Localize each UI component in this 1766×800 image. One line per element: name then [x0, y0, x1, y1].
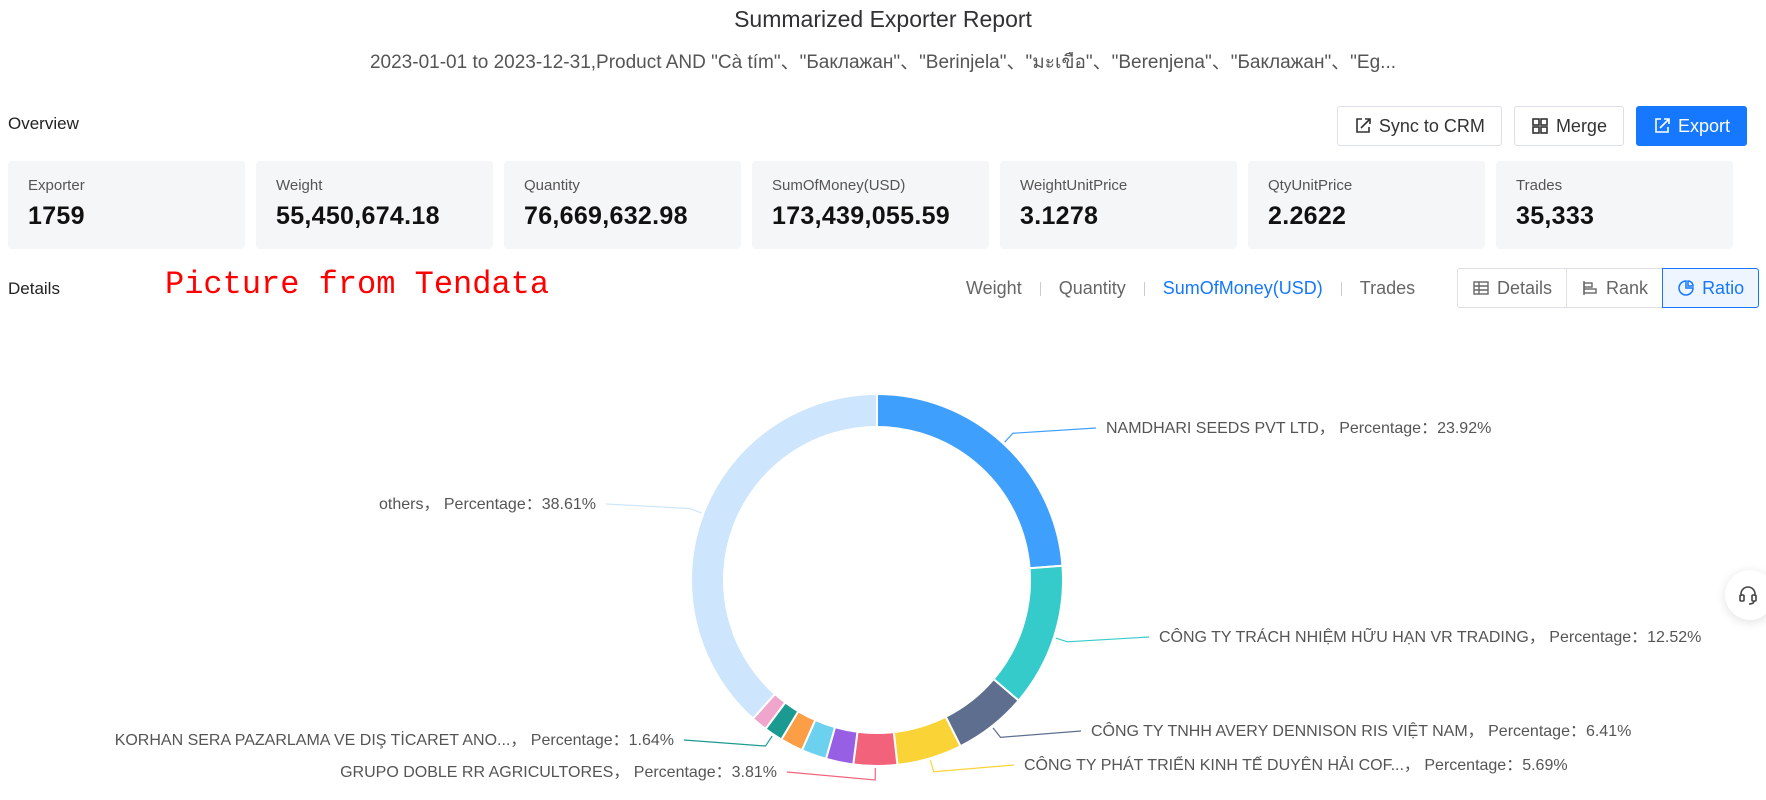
tab-sum-of-money[interactable]: SumOfMoney(USD) [1162, 278, 1323, 298]
leader-line [929, 760, 1015, 773]
slice-label: GRUPO DOBLE RR AGRICULTORES， Percentage：… [340, 764, 777, 781]
card-value: 1759 [28, 202, 85, 230]
details-label: Details [8, 279, 60, 298]
sync-to-crm-label: Sync to CRM [1378, 115, 1485, 136]
overview-cards: Exporter 1759 Weight 55,450,674.18 Quant… [8, 161, 1733, 249]
leader-line [1004, 427, 1097, 443]
donut-slice[interactable] [690, 392, 878, 720]
toolbar: Sync to CRM Merge Export [1336, 106, 1747, 146]
card-sum-of-money: SumOfMoney(USD) 173,439,055.59 [752, 161, 989, 249]
card-label: SumOfMoney(USD) [772, 177, 906, 194]
tab-divider [1340, 281, 1342, 296]
watermark-text: Picture from Tendata [165, 266, 550, 303]
card-weight: Weight 55,450,674.18 [256, 161, 493, 249]
view-details-button[interactable]: Details [1457, 268, 1568, 308]
leader-line [992, 727, 1082, 738]
donut-slice[interactable] [852, 730, 899, 767]
slice-labels: NAMDHARI SEEDS PVT LTD， Percentage：23.92… [115, 420, 1702, 781]
view-switcher: Details Rank Ratio [1457, 268, 1760, 308]
donut-slices [690, 392, 1064, 767]
card-quantity: Quantity 76,669,632.98 [504, 161, 741, 249]
slice-label: others， Percentage：38.61% [379, 496, 596, 513]
tab-quantity[interactable]: Quantity [1058, 278, 1126, 298]
metric-tabs: Weight Quantity SumOfMoney(USD) Trades [966, 278, 1415, 299]
sync-crm-icon [1356, 118, 1371, 133]
help-button[interactable] [1725, 570, 1766, 620]
card-value: 3.1278 [1020, 202, 1099, 230]
card-value: 2.2622 [1268, 202, 1347, 230]
leader-line [605, 503, 702, 514]
tab-weight[interactable]: Weight [966, 278, 1022, 298]
card-value: 35,333 [1516, 202, 1595, 230]
leader-lines [605, 427, 1150, 781]
overview-label: Overview [8, 114, 79, 133]
headset-icon [1739, 586, 1757, 605]
slice-label: CÔNG TY TRÁCH NHIỆM HỮU HẠN VR TRADING， … [1159, 626, 1701, 646]
slice-label: CÔNG TY PHÁT TRIỂN KINH TẾ DUYÊN HẢI COF… [1024, 755, 1568, 774]
card-label: Exporter [28, 177, 85, 194]
donut-slice[interactable] [992, 564, 1064, 702]
leader-line [1055, 636, 1150, 643]
slice-label: NAMDHARI SEEDS PVT LTD， Percentage：23.92… [1106, 420, 1491, 437]
leader-line [683, 735, 773, 747]
slice-label: KORHAN SERA PAZARLAMA VE DIŞ TİCARET ANO… [115, 730, 674, 749]
merge-button[interactable]: Merge [1513, 106, 1624, 146]
card-label: WeightUnitPrice [1020, 177, 1128, 194]
card-label: Weight [276, 177, 323, 194]
card-value: 173,439,055.59 [772, 202, 950, 230]
leader-line [786, 767, 876, 781]
table-icon [1473, 281, 1489, 295]
donut-slice[interactable] [876, 392, 1064, 570]
card-label: Trades [1516, 177, 1563, 194]
report-subtitle: 2023-01-01 to 2023-12-31,Product AND "Cà… [369, 52, 1397, 73]
card-label: QtyUnitPrice [1268, 177, 1353, 194]
merge-label: Merge [1555, 115, 1607, 136]
export-icon [1655, 118, 1670, 133]
pie-icon [1678, 280, 1694, 296]
export-label: Export [1677, 115, 1730, 136]
tab-trades[interactable]: Trades [1359, 278, 1416, 298]
report-title: Summarized Exporter Report [734, 6, 1032, 32]
view-details-label: Details [1497, 277, 1553, 298]
card-qty-unit-price: QtyUnitPrice 2.2622 [1248, 161, 1485, 249]
slice-label: CÔNG TY TNHH AVERY DENNISON RIS VIỆT NAM… [1091, 721, 1631, 740]
tab-divider [1039, 281, 1041, 296]
rank-icon [1583, 281, 1597, 295]
card-value: 76,669,632.98 [524, 202, 688, 230]
card-trades: Trades 35,333 [1496, 161, 1733, 249]
export-button[interactable]: Export [1635, 106, 1747, 146]
view-ratio-button[interactable]: Ratio [1662, 268, 1760, 308]
view-rank-button[interactable]: Rank [1566, 268, 1664, 308]
card-weight-unit-price: WeightUnitPrice 3.1278 [1000, 161, 1237, 249]
view-rank-label: Rank [1606, 277, 1649, 298]
view-ratio-label: Ratio [1702, 277, 1745, 298]
tab-divider [1143, 281, 1145, 296]
card-value: 55,450,674.18 [276, 202, 440, 230]
card-label: Quantity [524, 177, 580, 194]
card-exporter: Exporter 1759 [8, 161, 245, 249]
sync-to-crm-button[interactable]: Sync to CRM [1336, 106, 1502, 146]
merge-icon [1532, 118, 1548, 134]
